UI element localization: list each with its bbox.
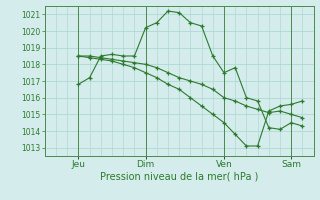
X-axis label: Pression niveau de la mer( hPa ): Pression niveau de la mer( hPa ) [100, 172, 258, 182]
